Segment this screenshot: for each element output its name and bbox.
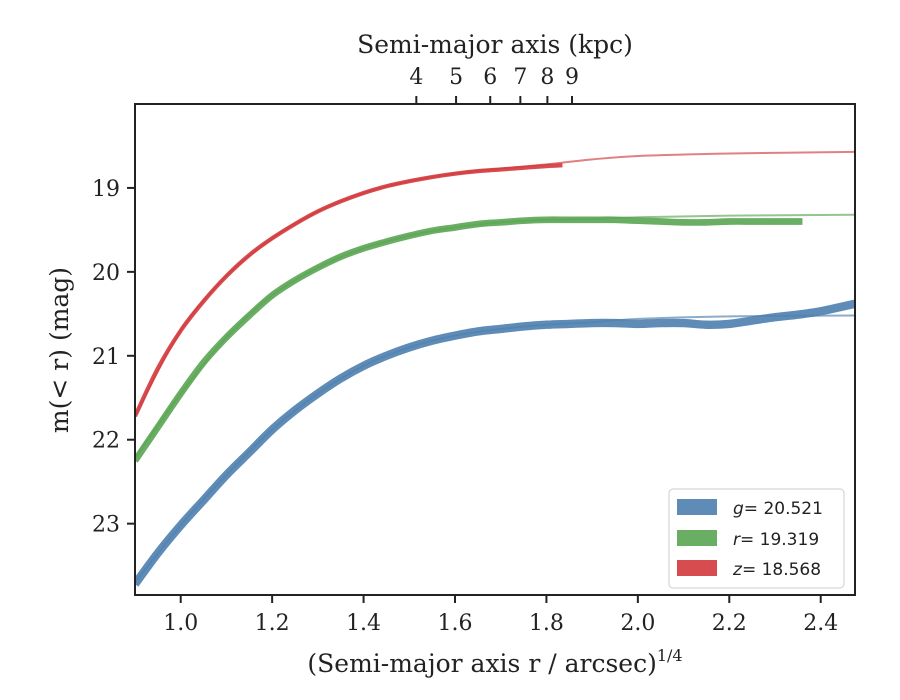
data-band-z xyxy=(135,163,563,418)
x-tick-label: 1.4 xyxy=(346,611,381,636)
y-tick-label: 22 xyxy=(92,429,120,454)
y-axis-title: m(< r) (mag) xyxy=(45,267,74,433)
legend-label-g: g= 20.521 xyxy=(733,499,823,519)
x-axis-title: (Semi-major axis r / arcsec)1/4 xyxy=(307,646,682,678)
top-tick-label: 5 xyxy=(449,65,463,90)
legend-swatch-z xyxy=(677,560,717,576)
model-curve-z xyxy=(135,150,855,417)
data-band-g xyxy=(135,299,855,587)
model-curve-r xyxy=(135,213,855,459)
x-tick-label: 2.2 xyxy=(712,611,747,636)
y-tick-label: 23 xyxy=(92,513,120,538)
top-axis-title: Semi-major axis (kpc) xyxy=(357,30,633,59)
plot-frame xyxy=(134,103,856,596)
data-band-r xyxy=(135,216,803,463)
y-tick-label: 19 xyxy=(92,177,120,202)
top-tick-label: 4 xyxy=(409,65,423,90)
x-tick-label: 1.0 xyxy=(163,611,198,636)
axes: 1.0 1.2 1.4 1.6 1.8 2.0 2.2 2.4 19 20 21 22 23 4 5 6 7 8 9 xyxy=(92,65,838,636)
y-tick-label: 21 xyxy=(92,345,120,370)
legend-label-z: z= 18.568 xyxy=(732,560,821,580)
x-tick-label: 1.8 xyxy=(529,611,564,636)
top-tick-label: 6 xyxy=(483,65,497,90)
legend-label-r: r= 19.319 xyxy=(733,530,819,550)
top-tick-label: 7 xyxy=(513,65,527,90)
y-tick-label: 20 xyxy=(92,261,120,286)
x-tick-label: 2.4 xyxy=(803,611,838,636)
top-tick-label: 8 xyxy=(540,65,554,90)
x-tick-label: 1.2 xyxy=(255,611,290,636)
legend-swatch-g xyxy=(677,499,717,515)
x-tick-label: 1.6 xyxy=(438,611,473,636)
legend: g= 20.521 r= 19.319 z= 18.568 xyxy=(668,488,845,589)
legend-swatch-r xyxy=(677,530,717,546)
x-tick-label: 2.0 xyxy=(620,611,655,636)
top-tick-label: 9 xyxy=(565,65,579,90)
plot-area xyxy=(135,150,855,587)
